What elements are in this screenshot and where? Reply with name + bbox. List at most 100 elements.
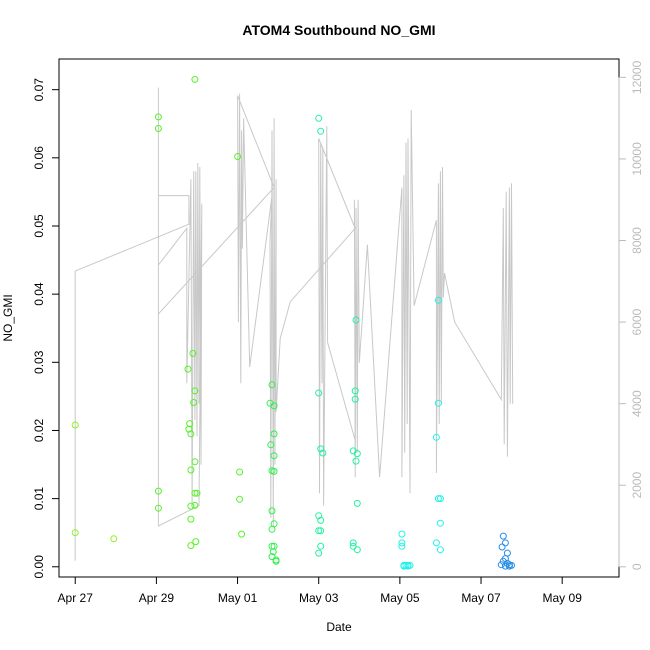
y-tick-label: 0.02	[32, 418, 46, 442]
y2-tick-label: 10000	[630, 142, 644, 176]
x-tick-label: May 05	[380, 591, 420, 605]
data-point	[270, 402, 278, 410]
x-tick-label: May 01	[218, 591, 258, 605]
data-point	[315, 527, 323, 535]
data-point	[187, 515, 195, 523]
data-point	[270, 520, 278, 528]
y-axis-label: NO_GMI	[1, 294, 15, 341]
data-point	[187, 542, 195, 550]
x-tick-label: May 03	[299, 591, 339, 605]
data-point	[189, 349, 197, 357]
data-point	[154, 125, 162, 132]
data-point	[501, 562, 509, 570]
data-point	[267, 441, 275, 449]
data-point	[315, 512, 323, 520]
data-point	[349, 539, 357, 547]
data-point	[352, 316, 360, 324]
data-point	[352, 457, 360, 465]
data-point	[187, 430, 195, 438]
data-point	[236, 495, 244, 503]
data-point	[353, 499, 361, 507]
x-tick-label: Apr 29	[139, 591, 175, 605]
y-tick-label: 0.01	[32, 487, 46, 511]
data-point	[317, 127, 325, 135]
data-point	[315, 389, 323, 397]
data-point	[434, 495, 442, 503]
data-point	[234, 153, 242, 160]
data-point	[184, 365, 192, 373]
data-point	[268, 381, 276, 389]
data-point	[191, 489, 199, 497]
data-point	[269, 548, 277, 556]
data-point	[499, 532, 507, 540]
secondary-series-line	[74, 87, 514, 561]
data-point	[71, 529, 79, 537]
data-point	[351, 387, 359, 395]
data-point	[191, 75, 199, 83]
data-point	[315, 549, 323, 557]
data-point	[398, 542, 406, 550]
y2-tick-label: 2000	[630, 472, 644, 499]
data-point	[432, 539, 440, 547]
data-point	[497, 561, 505, 569]
x-axis-label: Date	[326, 620, 352, 634]
y-tick-label: 0.05	[32, 214, 46, 238]
data-point	[400, 562, 408, 570]
data-point	[190, 399, 198, 406]
data-point	[270, 452, 278, 460]
data-point	[193, 489, 201, 497]
data-point	[432, 433, 440, 441]
data-point	[154, 113, 162, 121]
plot-area: 0.00 0.01 0.02 0.03 0.04 0.05 0.06 0.07 0 2000 400…	[32, 58, 644, 605]
data-point	[191, 387, 199, 395]
data-point	[270, 430, 278, 438]
data-point	[436, 546, 444, 554]
data-point	[404, 562, 412, 570]
data-point	[434, 296, 442, 304]
data-point	[398, 539, 406, 547]
data-point	[398, 530, 406, 538]
y2-tick-label: 12000	[630, 60, 644, 94]
data-point	[315, 114, 323, 122]
data-point	[192, 538, 200, 546]
data-point	[434, 399, 442, 407]
y-tick-label: 0.06	[32, 146, 46, 170]
data-point	[71, 421, 79, 429]
data-point	[187, 466, 195, 474]
x-tick-label: May 07	[461, 591, 501, 605]
data-point	[319, 449, 327, 457]
data-point	[236, 468, 244, 476]
data-point	[317, 516, 325, 524]
y2-tick-label: 0	[630, 563, 644, 570]
y-tick-label: 0.00	[32, 555, 46, 579]
data-point	[349, 542, 357, 550]
data-point	[353, 450, 361, 458]
x-tick-label: May 09	[543, 591, 583, 605]
data-point	[436, 495, 444, 503]
data-point	[238, 530, 246, 538]
data-point	[270, 467, 278, 475]
data-point	[272, 557, 280, 565]
data-point	[505, 562, 513, 570]
y-tick-label: 0.03	[32, 350, 46, 374]
data-point	[317, 542, 325, 550]
y2-tick-label: 8000	[630, 227, 644, 254]
y2-tick-label: 4000	[630, 390, 644, 417]
y2-tick-label: 6000	[630, 308, 644, 335]
data-point	[268, 553, 276, 561]
data-point	[268, 507, 276, 515]
data-point	[191, 458, 199, 466]
data-point	[154, 487, 162, 495]
data-point	[351, 395, 359, 403]
data-point	[498, 543, 506, 551]
chart-title: ATOM4 Southbound NO_GMI	[242, 22, 435, 38]
y-tick-label: 0.04	[32, 282, 46, 306]
data-point	[436, 519, 444, 527]
data-point	[317, 527, 325, 535]
data-point	[317, 445, 325, 453]
data-point	[191, 501, 199, 509]
y-tick-label: 0.07	[32, 78, 46, 102]
data-point	[187, 502, 195, 510]
x-tick-label: Apr 27	[58, 591, 94, 605]
